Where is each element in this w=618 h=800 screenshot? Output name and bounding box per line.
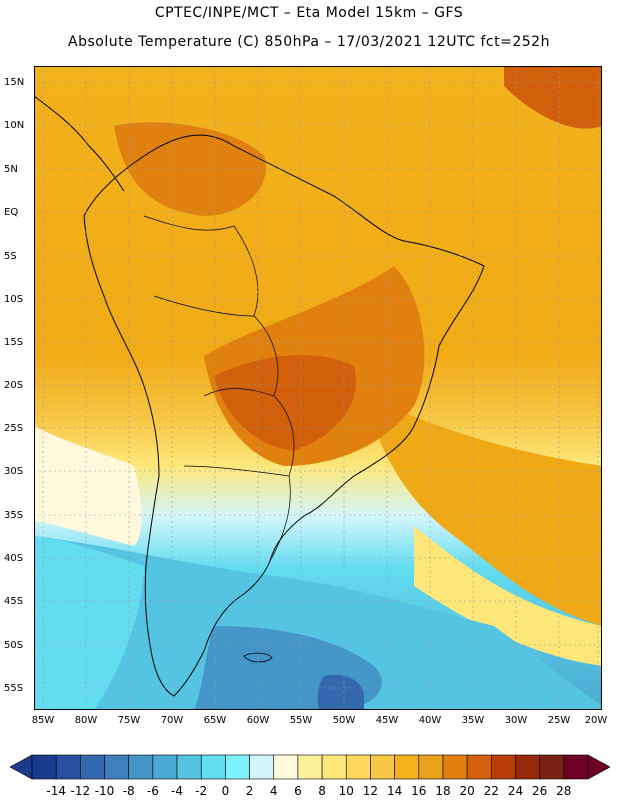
colorbar-label: -6 xyxy=(146,784,159,798)
pacific-cold-zone xyxy=(34,536,144,710)
colorbar-label: -4 xyxy=(171,784,184,798)
colorbar-label: -12 xyxy=(70,784,91,798)
temperature-map xyxy=(34,66,602,710)
graticule xyxy=(34,66,602,710)
colorbar-swatch xyxy=(491,754,516,780)
colorbar-label: 24 xyxy=(507,784,524,798)
colorbar-swatch xyxy=(345,754,371,780)
central-america-coastline xyxy=(34,95,125,192)
lat-label: 35S xyxy=(4,510,24,521)
atlantic-warm-zone xyxy=(364,396,602,626)
lon-label: 20W xyxy=(584,715,608,726)
lat-label: 40S xyxy=(4,553,24,564)
map-subtitle: Absolute Temperature (C) 850hPa – 17/03/… xyxy=(68,34,550,50)
colorbar-swatch xyxy=(128,754,154,780)
lat-label: 45S xyxy=(4,596,24,607)
colorbar-swatch xyxy=(442,754,468,780)
colorbar-swatch xyxy=(370,754,395,780)
brazil-core-zone xyxy=(214,355,356,451)
colorbar-swatch xyxy=(31,754,57,780)
lon-label: 60W xyxy=(246,715,270,726)
lat-label: EQ xyxy=(4,207,19,218)
country-borders xyxy=(143,215,295,562)
lat-label: 10N xyxy=(4,120,25,131)
lat-label: 15S xyxy=(4,337,24,348)
colorbar-swatch xyxy=(80,754,105,780)
lat-label: 55S xyxy=(4,683,24,694)
lat-label: 30S xyxy=(4,466,24,477)
falklands xyxy=(243,652,273,663)
colorbar-swatch xyxy=(200,754,226,780)
lon-label: 65W xyxy=(203,715,227,726)
lat-label: 20S xyxy=(4,380,24,391)
colorbar-swatch xyxy=(273,754,299,780)
southern-coldest-zone xyxy=(317,674,364,710)
lon-label: 70W xyxy=(160,715,184,726)
lon-label: 80W xyxy=(74,715,98,726)
lon-label: 30W xyxy=(504,715,528,726)
colorbar-swatch xyxy=(466,754,492,780)
colorbar-swatch xyxy=(539,754,565,780)
colorbar-label: 14 xyxy=(386,784,403,798)
color-scale-bar xyxy=(10,754,610,780)
colorbar-max-arrow xyxy=(587,754,610,780)
colorbar-swatch xyxy=(225,754,250,780)
colorbar-label: 0 xyxy=(221,784,230,798)
lon-label: 45W xyxy=(375,715,399,726)
atlantic-light-zone xyxy=(414,526,602,666)
lon-label: 75W xyxy=(117,715,141,726)
lat-label: 50S xyxy=(4,640,24,651)
colorbar-label: -2 xyxy=(195,784,208,798)
colorbar-label: -8 xyxy=(122,784,135,798)
southern-cold-zone xyxy=(34,536,602,710)
map-border xyxy=(34,66,602,710)
colorbar-label: 12 xyxy=(362,784,379,798)
colorbar-swatch xyxy=(563,754,589,780)
caribbean-hot-zone xyxy=(504,66,602,129)
colorbar-swatch xyxy=(104,754,129,780)
colorbar-swatch xyxy=(418,754,444,780)
colorbar-swatch xyxy=(152,754,178,780)
map-title: CPTEC/INPE/MCT – Eta Model 15km – GFS xyxy=(154,5,464,21)
colorbar-label: 28 xyxy=(556,784,572,798)
lon-label: 55W xyxy=(289,715,313,726)
colorbar-swatch xyxy=(249,754,275,780)
colorbar-label: 6 xyxy=(294,784,302,798)
colorbar-swatch xyxy=(55,754,81,780)
lon-label: 25W xyxy=(547,715,571,726)
colorbar-label: -14 xyxy=(46,784,66,798)
pacific-cool-band xyxy=(34,426,142,546)
colorbar-min-arrow xyxy=(10,754,33,780)
colorbar-label: 16 xyxy=(411,784,427,798)
south-america-coastline xyxy=(83,134,485,697)
lat-label: 5S xyxy=(4,251,17,262)
lon-label: 40W xyxy=(418,715,442,726)
lat-label: 15N xyxy=(4,77,25,88)
colorbar-label: 26 xyxy=(532,784,548,798)
colorbar-label: 10 xyxy=(338,784,354,798)
colorbar-label: -10 xyxy=(94,784,115,798)
colorbar-swatch xyxy=(394,754,420,780)
colorbar-swatch xyxy=(321,754,347,780)
lon-label: 35W xyxy=(461,715,485,726)
lat-label: 5N xyxy=(4,164,18,175)
colorbar-label: 18 xyxy=(435,784,451,798)
colorbar-label: 20 xyxy=(459,784,475,798)
colorbar-label: 2 xyxy=(245,784,254,798)
colorbar-label: 4 xyxy=(269,784,278,798)
colorbar-label: 22 xyxy=(483,784,499,798)
lon-label: 50W xyxy=(332,715,356,726)
lon-label: 85W xyxy=(31,715,55,726)
lat-label: 25S xyxy=(4,423,24,434)
colorbar-label: 8 xyxy=(318,784,326,798)
colorbar-swatch xyxy=(515,754,540,780)
colorbar-swatch xyxy=(297,754,323,780)
colorbar-swatch xyxy=(176,754,202,780)
lat-label: 10S xyxy=(4,294,24,305)
